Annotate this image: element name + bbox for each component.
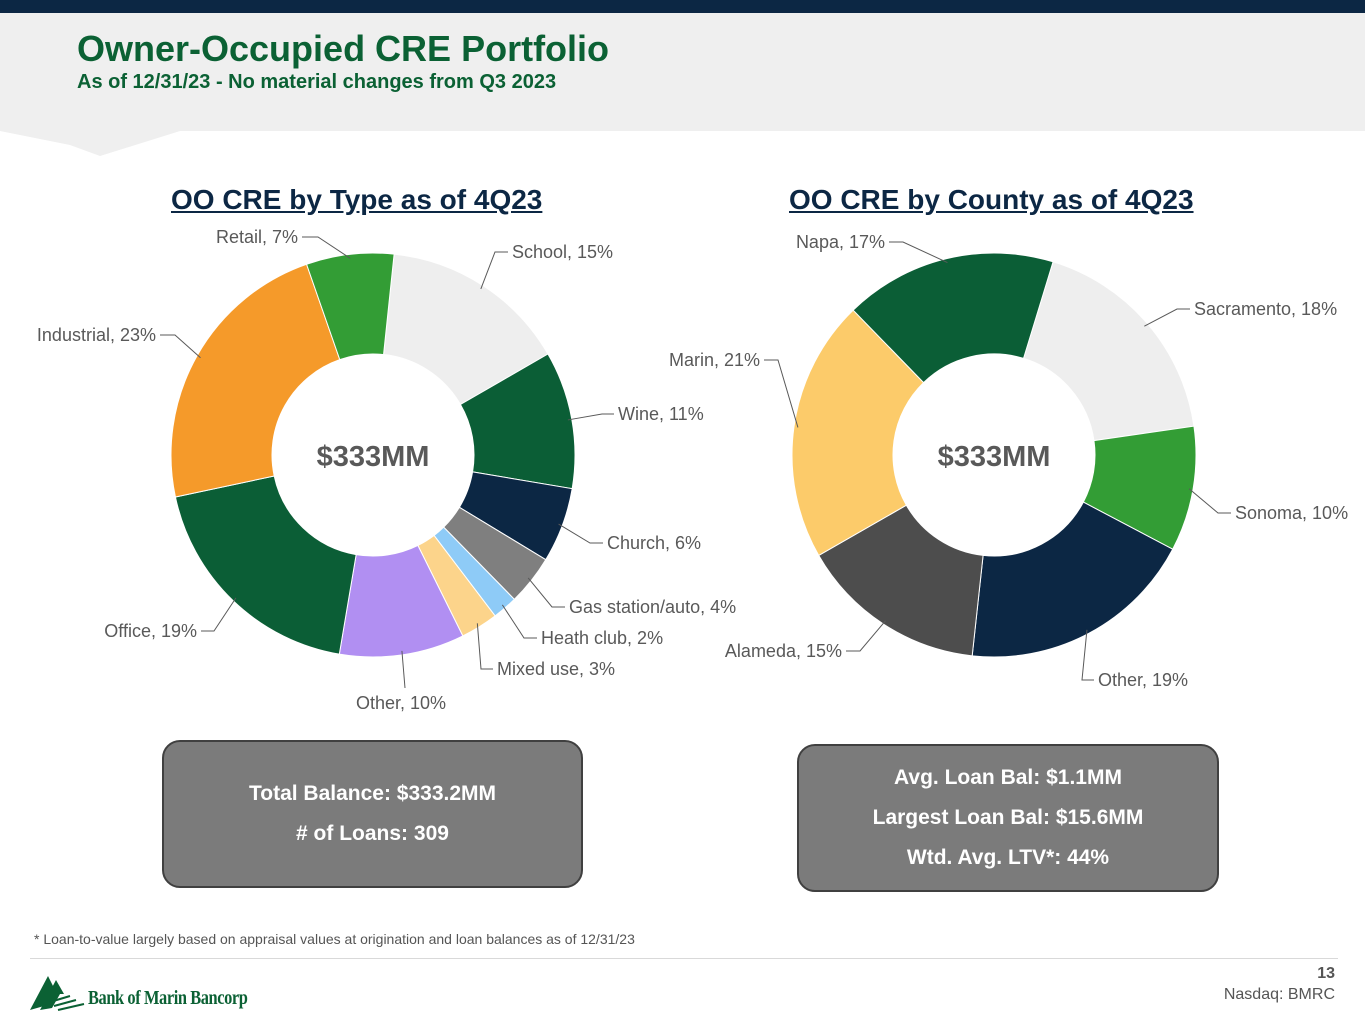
- loan-stats-box: Avg. Loan Bal: $1.1MM Largest Loan Bal: …: [797, 744, 1219, 892]
- leader-other: [401, 650, 406, 689]
- page-number: 13: [1317, 965, 1335, 982]
- ltv-text: Wtd. Avg. LTV*: 44%: [906, 846, 1110, 869]
- leader-office: [201, 597, 237, 632]
- leader-school: [480, 251, 508, 290]
- page-subtitle: As of 12/31/23 - No material changes fro…: [77, 71, 557, 93]
- slice-marin: [791, 309, 925, 557]
- leader-napa: [889, 241, 948, 264]
- slice-napa: [852, 252, 1054, 384]
- center-total-label: $333MM: [938, 441, 1051, 473]
- leader-marin: [764, 359, 799, 428]
- leader-sacramento: [1144, 308, 1190, 327]
- leader-heath-club: [501, 604, 537, 639]
- label-mixed-use: Mixed use, 3%: [497, 659, 615, 679]
- slice-alameda: [818, 504, 984, 657]
- largest-loan-text: Largest Loan Bal: $15.6MM: [872, 806, 1144, 829]
- avg-loan-text: Avg. Loan Bal: $1.1MM: [894, 766, 1122, 789]
- slice-office: [174, 475, 357, 655]
- bank-logo-icon: [30, 976, 85, 1011]
- leader-mixed-use: [476, 623, 493, 670]
- leader-other: [1081, 629, 1094, 681]
- slice-retail: [305, 252, 395, 361]
- page-title: Owner-Occupied CRE Portfolio: [77, 28, 610, 69]
- ticker-symbol: Nasdaq: BMRC: [1223, 986, 1335, 1003]
- header-band: [0, 13, 1365, 131]
- leader-church: [558, 523, 603, 544]
- leader-industrial: [160, 334, 201, 359]
- type-chart-title: OO CRE by Type as of 4Q23: [171, 184, 543, 215]
- label-other: Other, 10%: [356, 693, 446, 713]
- label-industrial: Industrial, 23%: [37, 325, 156, 345]
- slice-other: [971, 501, 1174, 658]
- label-retail: Retail, 7%: [216, 227, 298, 247]
- leader-gas-station-auto: [527, 577, 565, 608]
- label-school: School, 15%: [512, 242, 613, 262]
- leader-wine: [567, 413, 614, 421]
- label-wine: Wine, 11%: [618, 404, 704, 424]
- footer-divider: [30, 958, 1338, 959]
- label-sonoma: Sonoma, 10%: [1235, 503, 1348, 523]
- top-bar: [0, 0, 1365, 13]
- label-heath-club: Heath club, 2%: [541, 628, 663, 648]
- county-chart-title: OO CRE by County as of 4Q23: [789, 184, 1194, 215]
- loan-count-text: # of Loans: 309: [296, 822, 449, 845]
- slice-industrial: [170, 263, 341, 498]
- leader-alameda: [846, 620, 886, 652]
- label-alameda: Alameda, 15%: [725, 641, 842, 661]
- label-other: Other, 19%: [1098, 670, 1188, 690]
- slice-sacramento: [1022, 261, 1195, 442]
- label-office: Office, 19%: [104, 621, 197, 641]
- label-napa: Napa, 17%: [796, 232, 885, 252]
- slice-school: [383, 253, 549, 406]
- label-gas-station-auto: Gas station/auto, 4%: [569, 597, 736, 617]
- portfolio-summary-box: Total Balance: $333.2MM # of Loans: 309: [162, 740, 583, 888]
- leader-sonoma: [1188, 488, 1231, 514]
- total-balance-text: Total Balance: $333.2MM: [248, 782, 497, 805]
- bank-logo-text: Bank of Marin Bancorp: [88, 987, 248, 1009]
- label-sacramento: Sacramento, 18%: [1194, 299, 1337, 319]
- label-marin: Marin, 21%: [669, 350, 760, 370]
- label-church: Church, 6%: [607, 533, 701, 553]
- header-notch: [0, 131, 180, 156]
- footnote: * Loan-to-value largely based on apprais…: [34, 931, 635, 947]
- center-total-label: $333MM: [317, 441, 430, 473]
- leader-retail: [302, 236, 351, 259]
